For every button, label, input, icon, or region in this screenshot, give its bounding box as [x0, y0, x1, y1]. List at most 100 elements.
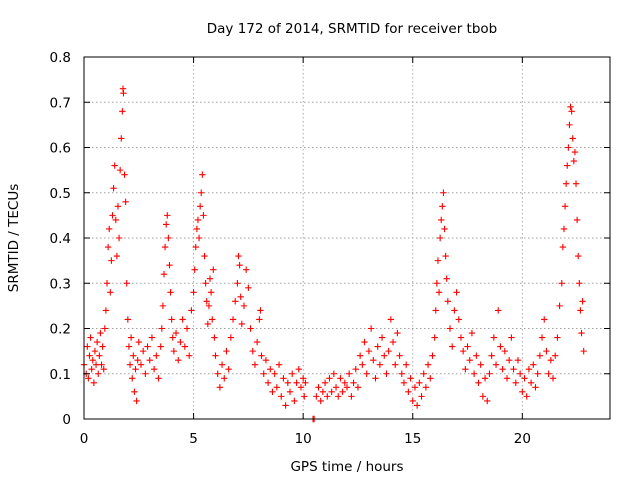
data-point: [142, 370, 149, 377]
data-point: [492, 361, 500, 368]
data-point: [167, 289, 174, 296]
data-point: [101, 325, 109, 332]
data-point: [392, 361, 399, 368]
data-point: [302, 379, 309, 386]
data-point: [545, 370, 552, 377]
data-point: [153, 352, 160, 359]
data-point: [512, 379, 519, 386]
data-point: [407, 375, 414, 382]
data-point: [96, 352, 103, 359]
data-point: [160, 271, 168, 278]
data-point: [130, 352, 137, 359]
data-point: [468, 329, 476, 337]
data-point: [436, 234, 444, 242]
y-tick-label: 0.5: [50, 186, 71, 202]
data-point: [453, 289, 460, 296]
data-point: [429, 352, 436, 359]
data-point: [125, 343, 133, 350]
data-point: [370, 356, 377, 364]
data-point: [107, 289, 114, 296]
data-point: [532, 384, 539, 391]
data-point: [108, 257, 115, 264]
data-point: [538, 334, 546, 341]
data-point: [168, 316, 175, 323]
data-point: [264, 379, 272, 386]
data-point: [475, 379, 482, 386]
data-point: [464, 343, 471, 350]
data-point: [195, 234, 203, 242]
data-point: [86, 352, 93, 359]
data-point: [536, 352, 544, 359]
data-point: [398, 370, 405, 377]
data-point: [337, 375, 344, 382]
data-point: [350, 379, 357, 386]
data-point: [165, 234, 172, 242]
data-point: [206, 275, 214, 282]
grid-layer: [84, 57, 610, 419]
data-point: [341, 379, 349, 386]
data-point: [120, 90, 127, 97]
data-point: [577, 307, 584, 314]
data-point: [449, 343, 456, 350]
data-point: [443, 275, 450, 282]
data-point: [339, 388, 346, 396]
data-point: [95, 370, 102, 377]
data-point: [565, 144, 572, 151]
data-point: [166, 261, 173, 269]
y-tick-label: 0: [62, 412, 71, 428]
data-point: [162, 221, 170, 228]
data-point: [183, 325, 191, 332]
data-point: [186, 352, 193, 359]
data-point: [376, 361, 384, 368]
y-tick-label: 0.2: [50, 322, 71, 338]
data-point: [374, 343, 381, 350]
data-point: [424, 361, 432, 368]
data-point: [205, 302, 213, 310]
data-point: [150, 366, 158, 373]
data-point: [573, 216, 581, 224]
data-point: [495, 307, 502, 314]
data-point: [566, 121, 573, 129]
data-point: [114, 203, 122, 210]
data-point: [236, 261, 243, 269]
data-point: [170, 347, 178, 355]
data-point: [295, 366, 302, 373]
data-point: [324, 393, 331, 400]
x-tick-label: 0: [80, 431, 89, 447]
data-point: [190, 289, 197, 296]
data-point: [260, 370, 267, 377]
data-point: [203, 298, 210, 305]
data-point: [378, 334, 386, 341]
data-point: [554, 334, 561, 341]
data-point: [328, 388, 335, 396]
data-point: [427, 375, 434, 382]
data-point: [221, 375, 228, 382]
data-point: [235, 252, 242, 260]
data-point: [297, 384, 305, 391]
data-point: [112, 216, 119, 224]
data-point: [247, 325, 254, 332]
data-point: [484, 397, 491, 405]
data-point: [356, 352, 364, 359]
data-point: [301, 393, 308, 400]
data-point: [103, 280, 111, 287]
data-point: [175, 356, 182, 364]
data-point: [148, 334, 156, 341]
y-tick-label: 0.8: [50, 50, 71, 66]
data-point: [126, 361, 134, 368]
data-point: [209, 316, 216, 323]
data-point: [251, 361, 259, 368]
data-point: [459, 347, 467, 355]
data-point: [121, 171, 128, 178]
data-point: [102, 307, 110, 314]
data-point: [510, 366, 517, 373]
data-point: [575, 252, 582, 260]
data-point: [127, 334, 135, 341]
data-point: [508, 334, 515, 341]
data-point: [253, 338, 261, 346]
data-point: [115, 234, 123, 242]
data-point: [330, 370, 338, 377]
data-point: [552, 352, 559, 359]
data-point: [210, 266, 217, 273]
